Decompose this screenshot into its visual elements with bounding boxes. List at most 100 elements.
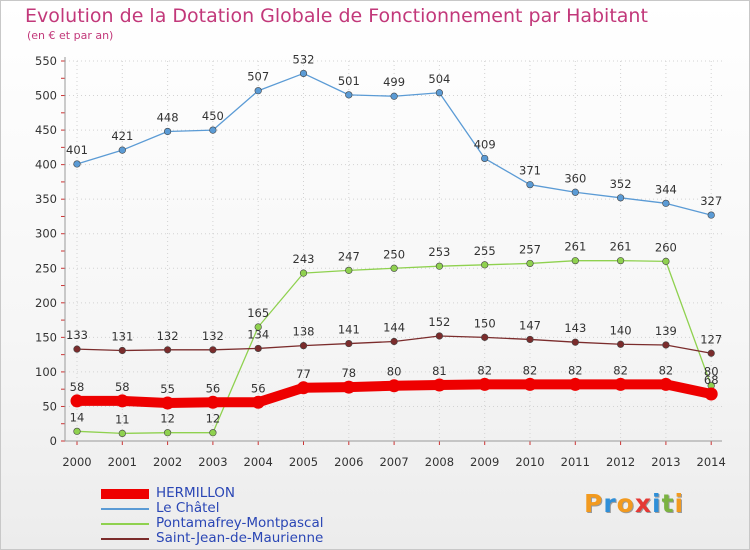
data-point-saint-jean-de-maurienne — [209, 346, 217, 354]
data-label-saint-jean-de-maurienne: 134 — [247, 327, 269, 341]
data-point-hermillon — [523, 377, 537, 391]
data-point-hermillon — [297, 381, 310, 395]
data-label-saint-jean-de-maurienne: 143 — [564, 321, 586, 335]
data-label-saint-jean-de-maurienne: 139 — [655, 324, 677, 338]
y-tick-label: 450 — [35, 123, 57, 137]
logo-letter: r — [603, 489, 617, 518]
legend-swatch — [101, 537, 149, 540]
data-point-saint-jean-de-maurienne — [254, 344, 262, 353]
data-point-pontamafrey-montpascal — [616, 257, 625, 265]
data-point-hermillon — [387, 379, 401, 393]
data-point-le-chatel — [526, 181, 534, 189]
data-point-pontamafrey-montpascal — [164, 429, 172, 437]
y-tick-label: 500 — [35, 89, 57, 103]
data-point-le-chatel — [209, 126, 217, 134]
data-label-pontamafrey-montpascal: 11 — [115, 412, 130, 426]
legend-item: Saint-Jean-de-Maurienne — [101, 531, 401, 546]
logo-letter: i — [674, 489, 685, 518]
y-tick-label: 550 — [35, 54, 57, 68]
data-label-saint-jean-de-maurienne: 144 — [383, 321, 405, 335]
legend-item: Pontamafrey-Montpascal — [101, 516, 401, 531]
data-point-hermillon — [568, 377, 582, 391]
data-label-hermillon: 56 — [251, 381, 266, 395]
data-label-pontamafrey-montpascal: 12 — [206, 412, 221, 426]
data-label-le-chatel: 344 — [655, 182, 677, 196]
data-label-pontamafrey-montpascal: 253 — [428, 245, 450, 259]
data-label-saint-jean-de-maurienne: 131 — [111, 329, 133, 343]
y-tick-label: 250 — [35, 261, 57, 275]
data-label-hermillon: 81 — [432, 364, 447, 378]
data-label-pontamafrey-montpascal: 261 — [564, 240, 586, 254]
data-label-le-chatel: 450 — [202, 109, 224, 123]
data-label-pontamafrey-montpascal: 247 — [338, 249, 360, 263]
legend-swatch — [101, 488, 149, 499]
data-point-le-chatel — [345, 91, 353, 99]
data-label-pontamafrey-montpascal: 255 — [474, 244, 496, 258]
data-label-saint-jean-de-maurienne: 132 — [202, 329, 224, 343]
chart-subtitle: (en € et par an) — [27, 29, 114, 42]
data-label-hermillon: 77 — [296, 367, 311, 381]
data-label-saint-jean-de-maurienne: 152 — [428, 315, 450, 329]
data-point-pontamafrey-montpascal — [254, 323, 262, 331]
x-tick-label: 2009 — [470, 455, 499, 469]
data-label-le-chatel: 501 — [338, 74, 360, 88]
data-label-le-chatel: 448 — [157, 110, 179, 124]
data-point-pontamafrey-montpascal — [390, 264, 398, 272]
y-tick-label: 50 — [42, 399, 57, 413]
data-point-saint-jean-de-maurienne — [73, 345, 81, 353]
data-label-le-chatel: 421 — [111, 129, 133, 143]
data-point-pontamafrey-montpascal — [209, 429, 217, 437]
data-label-pontamafrey-montpascal: 165 — [247, 306, 269, 320]
data-label-pontamafrey-montpascal: 257 — [519, 242, 541, 256]
data-label-hermillon: 80 — [387, 365, 402, 379]
data-label-pontamafrey-montpascal: 250 — [383, 247, 405, 261]
data-point-hermillon — [342, 380, 356, 394]
legend-label: Le Châtel — [156, 500, 220, 516]
data-point-hermillon — [614, 377, 628, 391]
data-point-pontamafrey-montpascal — [662, 257, 670, 265]
data-label-pontamafrey-montpascal: 80 — [704, 365, 719, 379]
data-point-hermillon — [206, 395, 220, 409]
data-point-le-chatel — [164, 127, 172, 136]
y-tick-label: 0 — [50, 434, 57, 448]
x-tick-label: 2004 — [244, 455, 273, 469]
data-point-le-chatel — [662, 199, 670, 207]
proxiti-logo: Proxiti — [584, 489, 684, 518]
data-point-pontamafrey-montpascal — [435, 262, 444, 270]
x-tick-label: 2014 — [697, 455, 726, 469]
x-tick-label: 2001 — [108, 455, 137, 469]
data-point-hermillon — [115, 394, 129, 408]
data-label-saint-jean-de-maurienne: 147 — [519, 318, 541, 332]
legend-swatch — [101, 522, 149, 525]
data-label-pontamafrey-montpascal: 12 — [160, 412, 175, 426]
legend-swatch — [101, 507, 149, 510]
data-point-hermillon — [478, 377, 492, 391]
data-label-saint-jean-de-maurienne: 141 — [338, 323, 360, 337]
data-label-saint-jean-de-maurienne: 127 — [700, 332, 722, 346]
data-label-hermillon: 56 — [206, 381, 221, 395]
data-label-hermillon: 58 — [115, 380, 130, 394]
data-point-le-chatel — [299, 69, 308, 78]
data-point-hermillon — [251, 395, 265, 409]
data-point-saint-jean-de-maurienne — [481, 333, 489, 341]
data-point-saint-jean-de-maurienne — [662, 341, 670, 349]
data-label-le-chatel: 499 — [383, 75, 405, 89]
data-point-le-chatel — [571, 188, 579, 196]
data-point-saint-jean-de-maurienne — [345, 339, 353, 348]
data-label-hermillon: 78 — [341, 366, 356, 380]
data-label-hermillon: 82 — [568, 363, 583, 377]
data-point-saint-jean-de-maurienne — [118, 346, 126, 355]
data-point-saint-jean-de-maurienne — [299, 342, 308, 350]
data-point-saint-jean-de-maurienne — [526, 335, 534, 344]
data-point-hermillon — [432, 378, 446, 392]
chart-title: Evolution de la Dotation Globale de Fonc… — [25, 5, 648, 27]
x-tick-label: 2007 — [379, 455, 408, 469]
y-tick-label: 150 — [35, 330, 57, 344]
x-tick-label: 2000 — [62, 455, 91, 469]
data-point-pontamafrey-montpascal — [526, 259, 534, 268]
x-tick-label: 2006 — [334, 455, 363, 469]
data-label-hermillon: 82 — [523, 363, 538, 377]
logo-letter: o — [616, 489, 635, 518]
logo-letter: t — [661, 489, 675, 518]
